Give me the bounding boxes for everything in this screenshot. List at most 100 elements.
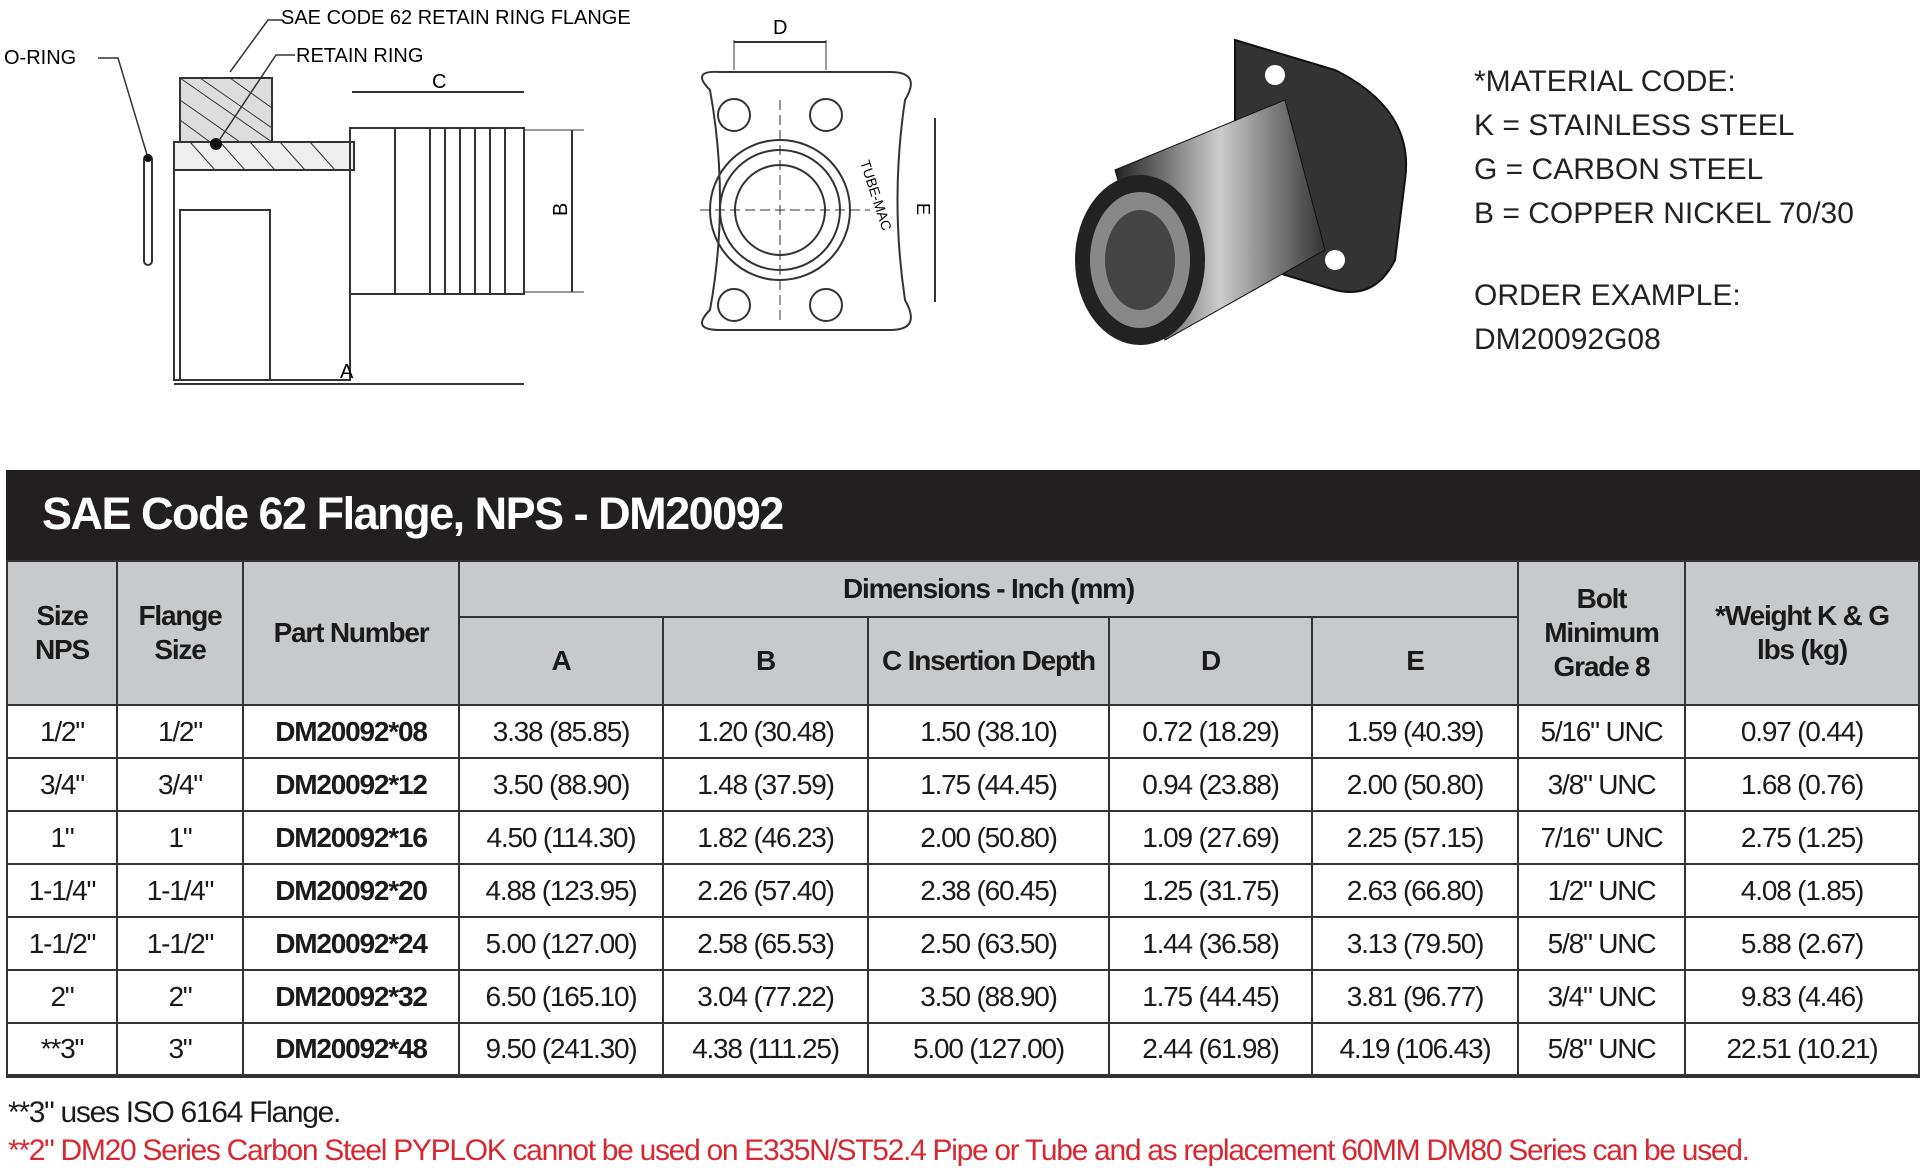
table-cell: 9.50 (241.30): [458, 1022, 664, 1078]
table-cell: 2.00 (50.80): [867, 810, 1110, 865]
table-cell: DM20092*24: [242, 916, 460, 971]
header-bolt: Bolt Minimum Grade 8: [1517, 560, 1686, 706]
dim-e-label: E: [913, 203, 933, 215]
table-cell: **3": [6, 1022, 118, 1078]
table-cell: 1.09 (27.69): [1108, 810, 1313, 865]
order-example-label: ORDER EXAMPLE:: [1474, 279, 1741, 312]
brand-label: TUBE-MAC: [857, 158, 895, 232]
retain-ring-label: RETAIN RING: [296, 45, 423, 67]
table-cell: 5.00 (127.00): [867, 1022, 1110, 1078]
table-cell: 4.19 (106.43): [1311, 1022, 1519, 1078]
table-cell: DM20092*48: [242, 1022, 460, 1078]
table-cell: 2.75 (1.25): [1684, 810, 1920, 865]
table-cell: 5.00 (127.00): [458, 916, 664, 971]
table-cell: 1/2": [6, 704, 118, 759]
table-row: 3/4" 3/4" DM20092*12 3.50 (88.90) 1.48 (37.5…: [6, 757, 1920, 812]
table-row: 1/2" 1/2" DM20092*08 3.38 (85.85) 1.20 (30.4…: [6, 704, 1920, 759]
header-dimensions: Dimensions - Inch (mm): [458, 560, 1519, 618]
table-cell: 3/4" UNC: [1517, 969, 1686, 1024]
table-cell: DM20092*08: [242, 704, 460, 759]
table-cell: 0.97 (0.44): [1684, 704, 1920, 759]
table-cell: DM20092*32: [242, 969, 460, 1024]
table-cell: DM20092*16: [242, 810, 460, 865]
table-cell: 6.50 (165.10): [458, 969, 664, 1024]
table-cell: 3/4": [6, 757, 118, 812]
table-cell: 1": [6, 810, 118, 865]
header-a: A: [458, 616, 664, 706]
material-heading: *MATERIAL CODE:: [1474, 65, 1736, 98]
table-cell: 4.38 (111.25): [662, 1022, 869, 1078]
table-cell: 1-1/2": [6, 916, 118, 971]
table-cell: 4.08 (1.85): [1684, 863, 1920, 918]
table-cell: 1.75 (44.45): [867, 757, 1110, 812]
header-size: Size NPS: [6, 560, 118, 706]
flange-3d-render: [1075, 38, 1408, 345]
table-cell: 1/2": [116, 704, 244, 759]
table-cell: 5/8" UNC: [1517, 1022, 1686, 1078]
front-view-drawing: D E TUBE-MAC: [700, 17, 936, 331]
header-c: C Insertion Depth: [867, 616, 1110, 706]
table-cell: 2": [6, 969, 118, 1024]
table-title: SAE Code 62 Flange, NPS - DM20092: [6, 470, 1920, 560]
dim-d-label: D: [773, 17, 787, 39]
table-cell: 5/8" UNC: [1517, 916, 1686, 971]
header-d: D: [1108, 616, 1313, 706]
table-cell: 3.38 (85.85): [458, 704, 664, 759]
table-cell: 5/16" UNC: [1517, 704, 1686, 759]
table-cell: 7/16" UNC: [1517, 810, 1686, 865]
material-code-block: *MATERIAL CODE: K = STAINLESS STEEL G = …: [1474, 60, 1854, 362]
table-cell: 1.25 (31.75): [1108, 863, 1313, 918]
table-cell: 2.38 (60.45): [867, 863, 1110, 918]
table-row: 1-1/2" 1-1/2" DM20092*24 5.00 (127.00) 2.58 …: [6, 916, 1920, 971]
table-cell: DM20092*12: [242, 757, 460, 812]
table-cell: 1-1/2": [116, 916, 244, 971]
table-cell: 1.68 (0.76): [1684, 757, 1920, 812]
table-cell: 2.25 (57.15): [1311, 810, 1519, 865]
footnote-iso: **3" uses ISO 6164 Flange.: [8, 1096, 341, 1129]
table-cell: 3.04 (77.22): [662, 969, 869, 1024]
header-e: E: [1311, 616, 1519, 706]
header-weight: *Weight K & G lbs (kg): [1684, 560, 1920, 706]
table-row: **3" 3" DM20092*48 9.50 (241.30) 4.38 (111.2…: [6, 1022, 1920, 1078]
table-cell: 3.13 (79.50): [1311, 916, 1519, 971]
table-cell: 1.59 (40.39): [1311, 704, 1519, 759]
table-cell: 3.81 (96.77): [1311, 969, 1519, 1024]
oring-label: O-RING: [4, 47, 76, 69]
material-code-b: B = COPPER NICKEL 70/30: [1474, 197, 1854, 230]
table-cell: 1.48 (37.59): [662, 757, 869, 812]
table-cell: 1.82 (46.23): [662, 810, 869, 865]
table-cell: 4.50 (114.30): [458, 810, 664, 865]
table-cell: DM20092*20: [242, 863, 460, 918]
table-row: 1" 1" DM20092*16 4.50 (114.30) 1.82 (46.23) 2…: [6, 810, 1920, 865]
table-cell: 2.58 (65.53): [662, 916, 869, 971]
dimensions-table: Size NPS Flange Size Part Number Dimensi…: [6, 560, 1920, 1078]
table-cell: 1.75 (44.45): [1108, 969, 1313, 1024]
table-cell: 2.00 (50.80): [1311, 757, 1519, 812]
header-part-number: Part Number: [242, 560, 460, 706]
table-cell: 1.50 (38.10): [867, 704, 1110, 759]
table-cell: 0.72 (18.29): [1108, 704, 1313, 759]
table-cell: 3/8" UNC: [1517, 757, 1686, 812]
table-cell: 2.44 (61.98): [1108, 1022, 1313, 1078]
table-cell: 0.94 (23.88): [1108, 757, 1313, 812]
dim-c-label: C: [432, 71, 446, 93]
table-cell: 3.50 (88.90): [458, 757, 664, 812]
table-cell: 9.83 (4.46): [1684, 969, 1920, 1024]
table-cell: 1.44 (36.58): [1108, 916, 1313, 971]
table-cell: 2": [116, 969, 244, 1024]
table-cell: 5.88 (2.67): [1684, 916, 1920, 971]
dim-a-label: A: [340, 361, 354, 383]
table-cell: 3": [116, 1022, 244, 1078]
dim-b-label: B: [550, 203, 572, 216]
flange-label: SAE CODE 62 RETAIN RING FLANGE: [281, 7, 631, 29]
header-flange-size: Flange Size: [116, 560, 244, 706]
table-cell: 2.50 (63.50): [867, 916, 1110, 971]
header-b: B: [662, 616, 869, 706]
table-cell: 1/2" UNC: [1517, 863, 1686, 918]
table-cell: 1": [116, 810, 244, 865]
table-cell: 3/4": [116, 757, 244, 812]
table-cell: 4.88 (123.95): [458, 863, 664, 918]
table-cell: 1-1/4": [116, 863, 244, 918]
table-row: 2" 2" DM20092*32 6.50 (165.10) 3.04 (77.22) 3…: [6, 969, 1920, 1024]
table-cell: 1.20 (30.48): [662, 704, 869, 759]
